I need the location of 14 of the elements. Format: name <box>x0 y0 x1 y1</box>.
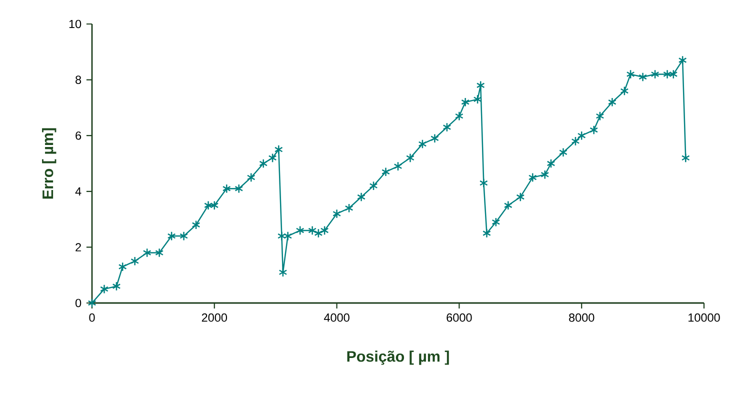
y-axis-title: Erro [ µm] <box>42 128 56 199</box>
x-tick-label: 4000 <box>324 313 350 322</box>
y-tick-label: 10 <box>69 20 82 28</box>
x-tick-label: 0 <box>89 313 95 322</box>
x-axis-title: Posição [ µm ] <box>347 350 449 365</box>
x-tick-label: 10000 <box>688 313 720 322</box>
y-tick-label: 6 <box>76 131 82 140</box>
x-tick-label: 6000 <box>446 313 472 322</box>
x-tick-label: 8000 <box>569 313 594 322</box>
y-tick-label: 4 <box>75 187 82 196</box>
y-tick-label: 2 <box>76 243 81 252</box>
y-tick-label: 0 <box>75 298 82 308</box>
x-tick-label: 2000 <box>202 313 228 322</box>
y-tick-label: 8 <box>76 76 82 84</box>
